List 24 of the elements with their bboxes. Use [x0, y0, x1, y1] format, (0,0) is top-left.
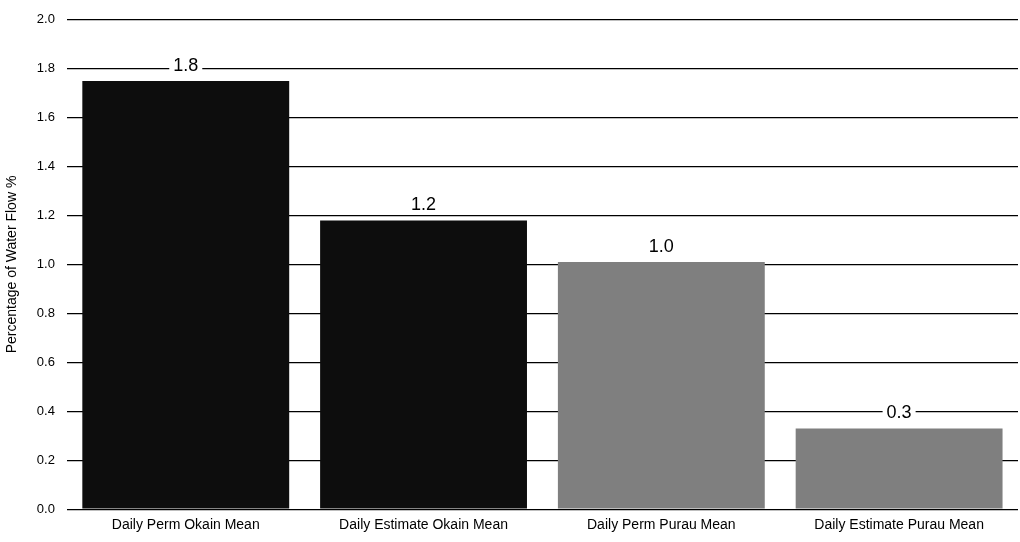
bar	[82, 80, 290, 509]
x-tick-label: Daily Perm Okain Mean	[111, 516, 260, 533]
bar	[795, 428, 1003, 509]
y-tick-label: 1.0	[36, 256, 55, 272]
y-tick-label: 1.2	[36, 207, 55, 223]
y-axis-title: Percentage of Water Flow %	[3, 175, 20, 354]
y-tick-label: 1.4	[36, 158, 55, 174]
y-tick-label: 0.2	[36, 451, 55, 467]
y-tick-label: 1.6	[36, 109, 55, 125]
y-tick-label: 0.0	[36, 500, 55, 516]
bar	[557, 262, 765, 509]
bar	[320, 220, 527, 509]
data-label: 0.3	[886, 402, 912, 423]
y-tick-label: 0.8	[36, 305, 55, 321]
x-tick-label: Daily Estimate Okain Mean	[339, 516, 508, 533]
data-label: 1.8	[173, 54, 199, 75]
data-label: 1.2	[411, 194, 437, 215]
y-tick-label: 0.6	[36, 353, 55, 369]
x-tick-label: Daily Estimate Purau Mean	[814, 516, 984, 533]
y-tick-label: 1.8	[36, 60, 55, 76]
x-tick-label: Daily Perm Purau Mean	[587, 516, 736, 533]
y-tick-label: 0.4	[36, 402, 55, 418]
data-label: 1.0	[648, 236, 674, 257]
y-tick-label: 2.0	[36, 11, 55, 27]
